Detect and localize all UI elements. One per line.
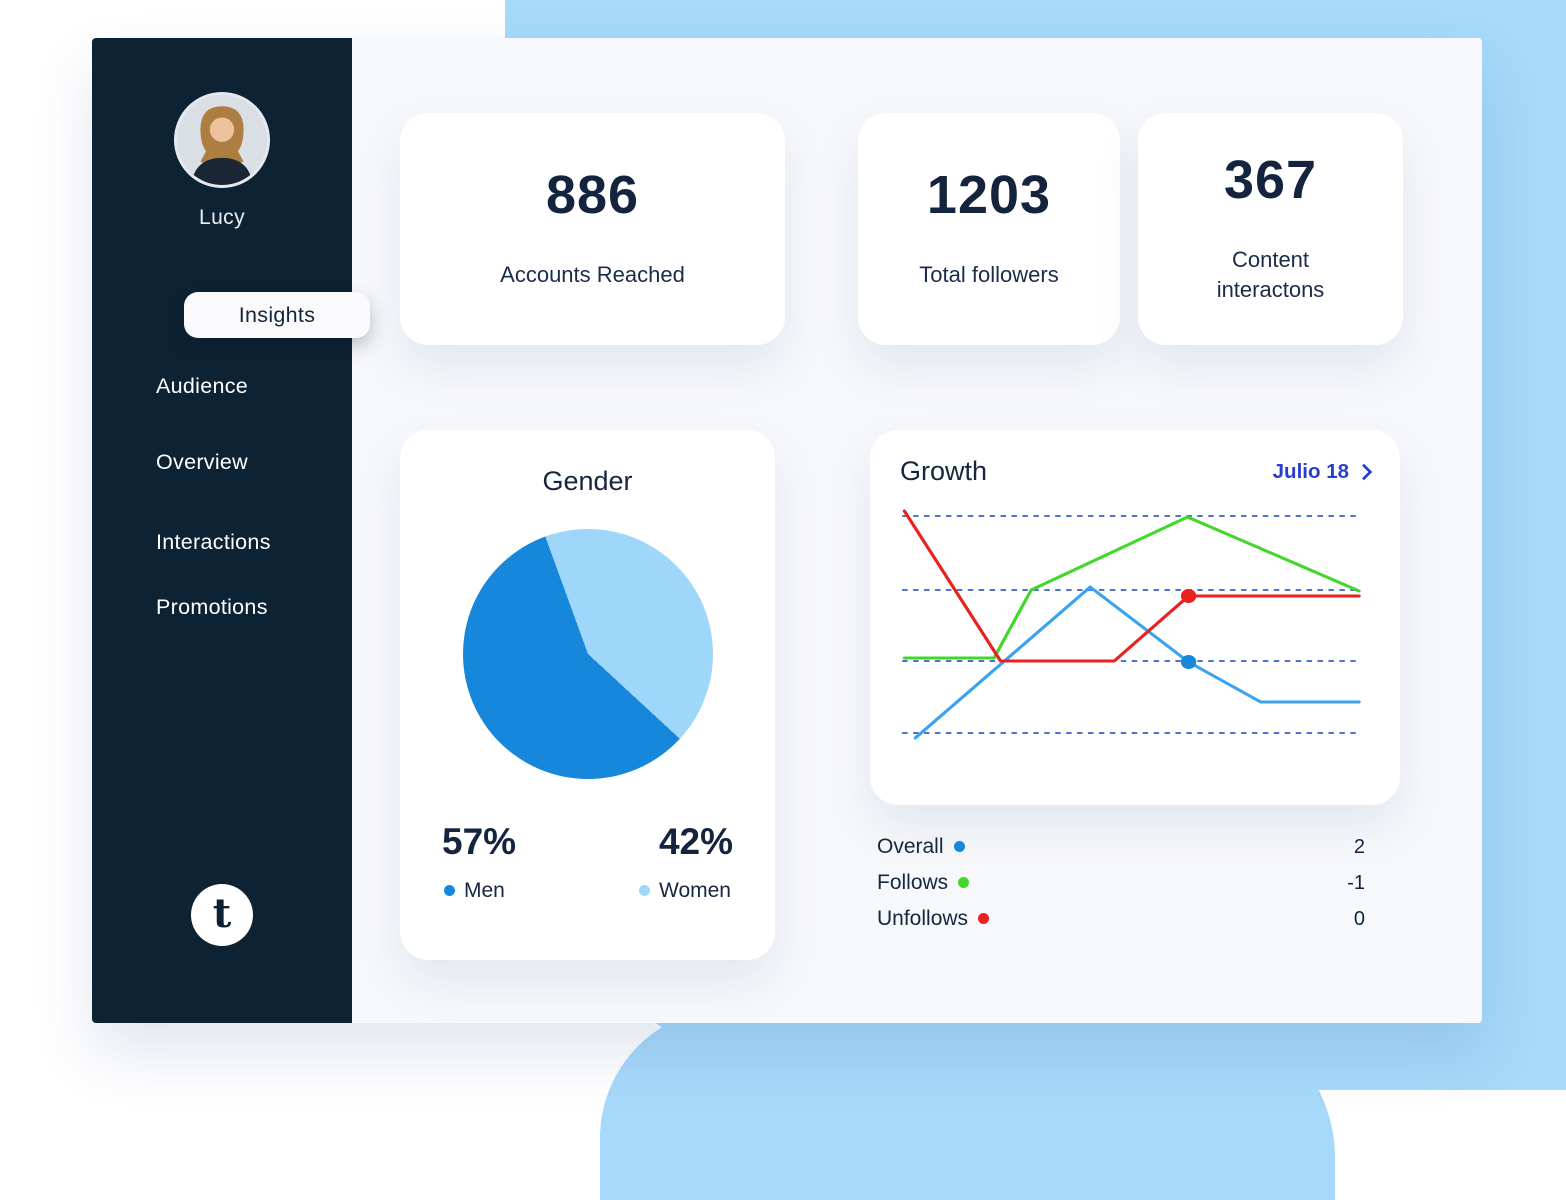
- avatar-placeholder-illustration: [177, 95, 267, 185]
- gender-legend: Men Women: [400, 879, 775, 903]
- sidebar-item-promotions[interactable]: Promotions: [156, 595, 268, 619]
- tumblr-logo[interactable]: t: [191, 884, 253, 946]
- gender-card: Gender 57% 42% Men Women: [400, 430, 775, 960]
- follows-dot-icon: [958, 877, 970, 888]
- men-percent: 57%: [442, 821, 517, 862]
- growth-chart-svg: [902, 509, 1361, 740]
- legend-row-unfollows: Unfollows 0: [877, 907, 1365, 930]
- tumblr-logo-letter: t: [212, 889, 232, 937]
- avatar: [174, 92, 270, 188]
- growth-date-selector[interactable]: Julio 18: [1272, 459, 1373, 484]
- overall-dot-icon: [953, 841, 965, 852]
- sidebar: Lucy Insights Audience Overview Interact…: [92, 38, 370, 1023]
- men-dot-icon: [444, 885, 455, 896]
- follows-value: -1: [1347, 871, 1365, 894]
- stat-value: 367: [1223, 150, 1318, 211]
- stat-value: 886: [545, 165, 640, 226]
- gender-pie-chart: [462, 529, 713, 779]
- gender-percentages: 57% 42%: [400, 821, 775, 863]
- sidebar-item-interactions[interactable]: Interactions: [156, 530, 271, 554]
- stat-value: 1203: [926, 165, 1052, 226]
- growth-date-label: Julio 18: [1272, 459, 1349, 483]
- stat-card-content-interactions: 367 Content interactons: [1138, 113, 1403, 345]
- women-dot-icon: [639, 885, 651, 896]
- legend-row-follows: Follows -1: [877, 871, 1365, 894]
- legend-row-overall: Overall 2: [877, 835, 1365, 858]
- unfollows-dot-icon: [978, 913, 990, 924]
- stat-label: Content interactons: [1216, 247, 1325, 302]
- user-name: Lucy: [199, 206, 245, 229]
- legend-item-women: Women: [639, 879, 731, 903]
- growth-header: Growth Julio 18: [900, 456, 1373, 487]
- sidebar-item-insights[interactable]: Insights: [184, 292, 370, 338]
- stat-card-accounts-reached: 886 Accounts Reached: [400, 113, 785, 345]
- women-percent: 42%: [658, 821, 733, 862]
- chevron-right-icon: [1355, 463, 1373, 481]
- stat-card-total-followers: 1203 Total followers: [858, 113, 1120, 345]
- sidebar-item-audience[interactable]: Audience: [156, 374, 249, 398]
- unfollows-value: 0: [1353, 907, 1365, 930]
- stat-label: Total followers: [919, 262, 1059, 288]
- gender-card-title: Gender: [542, 466, 633, 496]
- sidebar-item-overview[interactable]: Overview: [156, 450, 249, 474]
- background-blob-bottom: [600, 1008, 1335, 1200]
- dashboard-window: Lucy Insights Audience Overview Interact…: [92, 38, 1482, 1023]
- growth-card-title: Growth: [900, 456, 988, 486]
- stat-label: Accounts Reached: [500, 262, 685, 288]
- overall-value: 2: [1353, 835, 1365, 858]
- growth-legend: Overall 2 Follows -1 Unfollows 0: [877, 835, 1365, 943]
- growth-card: Growth Julio 18: [870, 430, 1400, 805]
- legend-item-men: Men: [444, 879, 505, 903]
